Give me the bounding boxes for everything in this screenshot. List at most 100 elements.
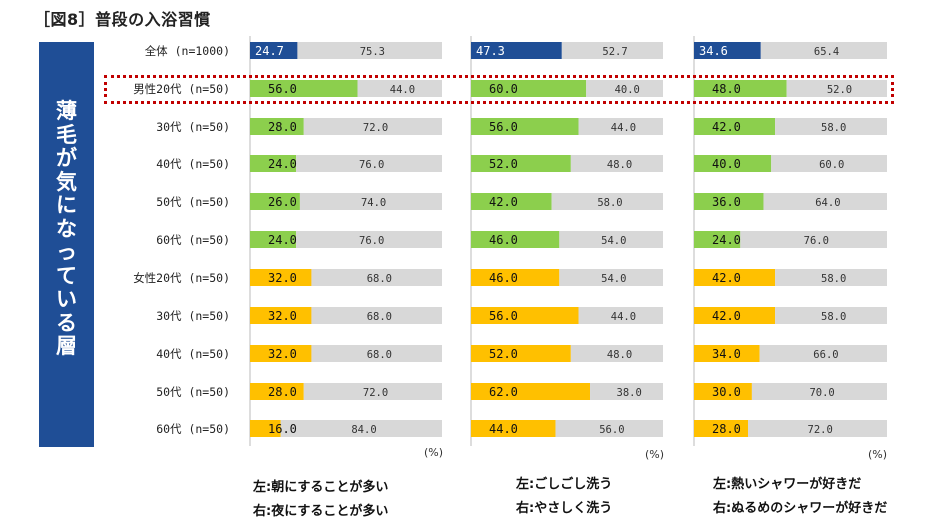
bar-left: [250, 345, 312, 362]
data-label-right: 66.0: [813, 349, 838, 361]
side-label-box: 薄毛が気になっている層: [39, 42, 94, 447]
data-label-right: 58.0: [821, 122, 846, 134]
data-label-left: 42.0: [712, 309, 741, 323]
bar-left: [694, 155, 772, 172]
page-title: ［図8］普段の入浴習慣: [34, 10, 211, 29]
bar-right: [748, 420, 887, 437]
bar-right: [311, 345, 442, 362]
data-label-right: 75.3: [360, 46, 385, 58]
bar-right: [561, 42, 663, 59]
bar-right: [786, 80, 887, 97]
data-label-right: 72.0: [363, 122, 388, 134]
bar-left: [471, 80, 587, 97]
data-label-left: 34.0: [712, 347, 741, 361]
data-label-right: 74.0: [361, 197, 386, 209]
bar-left: [694, 42, 761, 59]
category-label: 全体 (n=1000): [145, 44, 230, 58]
data-label-right: 58.0: [597, 197, 622, 209]
bar-right: [578, 118, 663, 135]
category-label: 女性20代 (n=50): [133, 271, 230, 285]
bar-right: [760, 42, 887, 59]
bar-left: [694, 193, 764, 210]
data-label-right: 84.0: [351, 424, 376, 436]
data-label-left: 56.0: [489, 309, 518, 323]
data-label-right: 76.0: [359, 159, 384, 171]
bar-right: [551, 193, 663, 210]
legend-left-3: 左:熱いシャワーが好きだ: [713, 477, 862, 492]
bar-left: [250, 155, 297, 172]
data-label-left: 47.3: [476, 44, 505, 58]
data-label-right: 52.7: [602, 46, 627, 58]
bar-left: [250, 42, 298, 59]
data-label-right: 58.0: [821, 311, 846, 323]
category-label: 30代 (n=50): [156, 309, 230, 323]
bar-left: [694, 345, 760, 362]
bar-right: [570, 155, 663, 172]
bar-right: [303, 383, 442, 400]
category-label: 50代 (n=50): [156, 195, 230, 209]
data-label-left: 52.0: [489, 347, 518, 361]
bar-right: [357, 80, 442, 97]
legend-right-3: 右:ぬるめのシャワーが好きだ: [713, 501, 888, 516]
data-label-left: 16.0: [268, 422, 297, 436]
data-label-left: 32.0: [268, 309, 297, 323]
data-label-right: 56.0: [599, 424, 624, 436]
data-label-right: 68.0: [367, 349, 392, 361]
legend-left-2: 左:ごしごし洗う: [516, 477, 613, 492]
category-label: 40代 (n=50): [156, 347, 230, 361]
data-label-left: 56.0: [268, 82, 297, 96]
bar-left: [250, 420, 281, 437]
bar-left: [250, 80, 358, 97]
bar-right: [578, 307, 663, 324]
category-label: 40代 (n=50): [156, 157, 230, 171]
unit-label: (%): [868, 448, 887, 461]
data-label-left: 36.0: [712, 195, 741, 209]
data-label-right: 44.0: [611, 311, 636, 323]
bar-left: [250, 193, 300, 210]
bar-right: [775, 118, 887, 135]
bar-right: [280, 420, 442, 437]
bar-left: [694, 383, 752, 400]
data-label-left: 24.0: [712, 233, 741, 247]
data-label-left: 28.0: [268, 385, 297, 399]
bar-right: [296, 231, 442, 248]
data-label-left: 52.0: [489, 157, 518, 171]
legend-right-1: 右:夜にすることが多い: [253, 504, 389, 519]
data-label-right: 68.0: [367, 273, 392, 285]
bar-right: [590, 383, 663, 400]
bar-left: [250, 269, 312, 286]
bar-right: [586, 80, 663, 97]
bar-left: [471, 155, 571, 172]
bar-right: [303, 118, 442, 135]
data-label-right: 52.0: [827, 84, 852, 96]
data-label-right: 38.0: [617, 387, 642, 399]
bar-left: [694, 80, 787, 97]
bar-right: [311, 269, 442, 286]
bar-left: [250, 118, 304, 135]
bar-left: [250, 383, 304, 400]
data-label-left: 24.7: [255, 44, 284, 58]
bar-right: [297, 42, 442, 59]
bar-left: [471, 383, 591, 400]
bar-right: [775, 269, 887, 286]
bar-left: [471, 42, 562, 59]
bar-right: [555, 420, 663, 437]
data-label-right: 76.0: [359, 235, 384, 247]
bar-left: [471, 231, 560, 248]
data-label-right: 44.0: [390, 84, 415, 96]
bar-left: [694, 118, 776, 135]
data-label-left: 56.0: [489, 120, 518, 134]
data-label-left: 24.0: [268, 157, 297, 171]
bar-left: [471, 420, 556, 437]
side-label: 薄毛が気になっている層: [56, 99, 77, 358]
data-label-right: 48.0: [607, 349, 632, 361]
bar-left: [694, 420, 749, 437]
legend-left-1: 左:朝にすることが多い: [253, 480, 389, 495]
category-label: 60代 (n=50): [156, 233, 230, 247]
data-label-left: 24.0: [268, 233, 297, 247]
bar-right: [775, 307, 887, 324]
data-label-left: 42.0: [712, 120, 741, 134]
bar-right: [751, 383, 887, 400]
data-label-right: 64.0: [815, 197, 840, 209]
